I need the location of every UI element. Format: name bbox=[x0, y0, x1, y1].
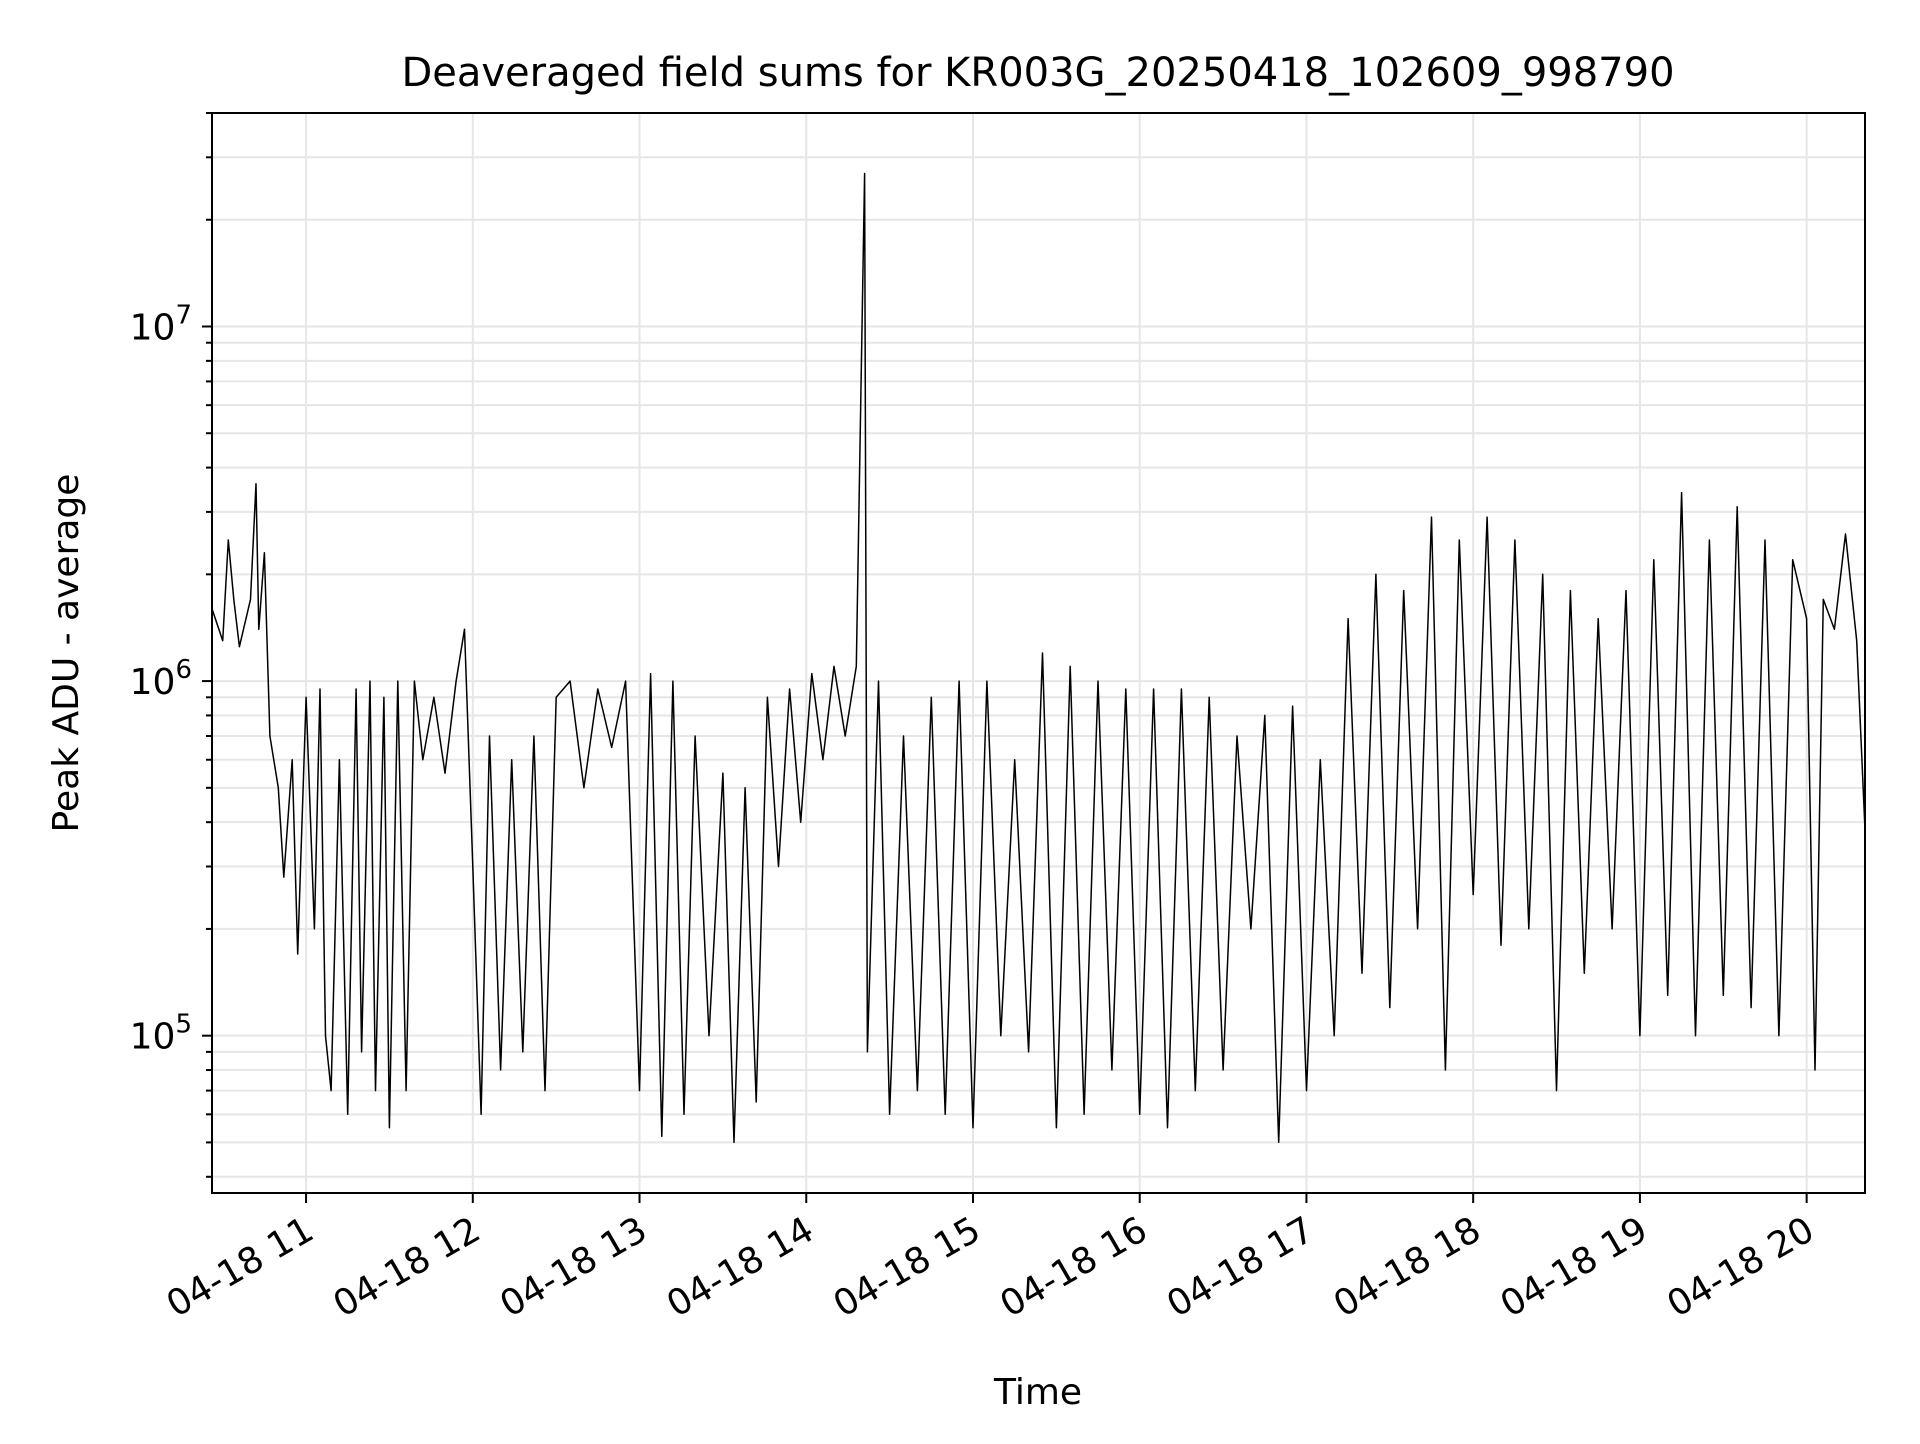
y-tick-label: 106 bbox=[130, 655, 192, 703]
y-axis-label: Peak ADU - average bbox=[46, 474, 87, 833]
series-line bbox=[211, 172, 1866, 1144]
y-tick-label: 105 bbox=[130, 1010, 192, 1058]
y-tick-label: 107 bbox=[130, 300, 192, 348]
plot-frame bbox=[211, 112, 1866, 1194]
chart-title: Deaveraged field sums for KR003G_2025041… bbox=[401, 50, 1674, 96]
series-layer bbox=[211, 172, 1866, 1144]
x-axis-label: Time bbox=[993, 1372, 1082, 1413]
